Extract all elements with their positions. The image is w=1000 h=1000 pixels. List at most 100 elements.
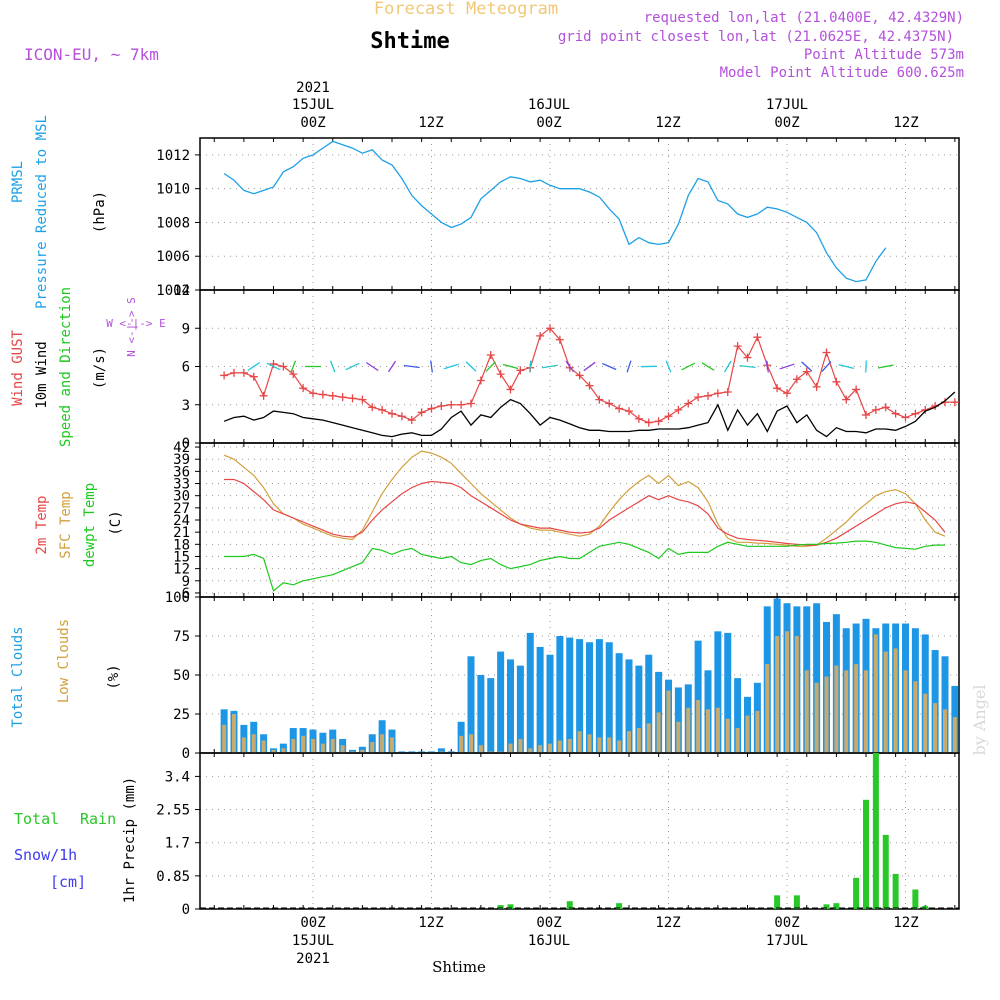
wind-direction-arrow: [387, 360, 397, 373]
gust-marker-41: [625, 407, 633, 416]
panel1-frame: [199, 137, 960, 291]
wind-direction-arrow: [583, 361, 596, 372]
precip-bar-67: [882, 834, 889, 909]
gust-marker-36: [575, 371, 584, 380]
wind-direction-arrow: [290, 360, 297, 373]
total-cloud-bar-21: [428, 751, 435, 753]
low-cloud-bar-13: [350, 751, 355, 753]
total-cloud-bar-42: [635, 665, 643, 753]
wind-direction-arrow: [765, 360, 770, 373]
total-cloud-bar-18: [398, 751, 406, 753]
total-cloud-bar-23: [447, 751, 455, 753]
bottom-tick-label-5: 00Z: [774, 915, 799, 931]
forecast-title: Forecast Meteogram: [374, 0, 558, 19]
gust-marker-50: [713, 389, 722, 398]
top-tick-label-4: 12Z: [655, 115, 680, 131]
low-cloud-bar-16: [380, 734, 385, 753]
watermark: by Angel: [970, 684, 989, 755]
low-cloud-bar-32: [538, 745, 543, 753]
gust-marker-18: [397, 412, 406, 421]
low-cloud-bar-67: [883, 651, 888, 753]
wind-direction-arrow: [430, 360, 433, 373]
wind-direction-arrow: [865, 360, 867, 373]
panel3-ytick-label-7: 27: [173, 501, 190, 517]
precip-bar-66: [872, 753, 879, 909]
panel3-ytick-label-11: 39: [173, 452, 190, 468]
total-cloud-bar-50: [714, 631, 722, 753]
panel3-ytick-label-5: 21: [173, 525, 190, 541]
low-cloud-bar-66: [873, 634, 878, 753]
low-cloud-bar-1: [232, 714, 236, 753]
dewpt-series-line: [224, 540, 945, 592]
panel5-ytick-label-1: 0.85: [156, 869, 190, 885]
temp-2m-label: 2m Temp: [34, 495, 50, 554]
panel1-ytick-label-2: 1008: [156, 215, 190, 231]
total-cloud-bar-60: [813, 603, 821, 753]
wind-gust-label: Wind GUST: [10, 330, 26, 406]
panel1-ytick-label-4: 1012: [156, 148, 190, 164]
panel2-ytick-label-2: 6: [182, 360, 190, 376]
precip-total-label: Total: [14, 810, 59, 828]
wind-direction-arrow: [739, 365, 756, 368]
panel5-ytick-label-0: 0: [182, 902, 190, 918]
gust-marker-26: [476, 376, 485, 385]
low-cloud-bar-52: [735, 728, 740, 753]
clouds-total-label: Total Clouds: [10, 626, 26, 727]
panel3-ytick-label-1: 9: [182, 574, 190, 590]
wind-series-line: [223, 391, 956, 438]
low-cloud-bar-56: [775, 636, 780, 753]
panel4-ytick-label-0: 0: [182, 746, 190, 762]
panel5-ytick-label-4: 3.4: [165, 769, 190, 785]
point-altitude: Point Altitude 573m: [804, 47, 964, 63]
low-cloud-bar-45: [666, 690, 671, 753]
low-cloud-bar-29: [508, 743, 513, 753]
panel3-ytick-label-8: 30: [173, 489, 190, 505]
panel5-frame: [199, 752, 960, 910]
sfc-temp-series-line: [223, 450, 946, 547]
gust-marker-57: [783, 389, 791, 398]
top-year-label: 2021: [296, 80, 330, 96]
bottom-date-label-3: 17JUL: [766, 933, 808, 949]
low-cloud-bar-9: [311, 738, 315, 753]
wind-direction-arrow: [329, 360, 336, 373]
low-cloud-bar-40: [617, 740, 622, 753]
wind-direction-arrow: [565, 360, 575, 373]
bottom-tick-label-4: 12Z: [655, 915, 680, 931]
low-cloud-bar-73: [943, 709, 947, 753]
low-cloud-bar-36: [577, 731, 582, 753]
low-cloud-bar-35: [567, 738, 572, 753]
panel3-ytick-label-12: 42: [173, 440, 190, 456]
low-cloud-bar-49: [706, 709, 710, 753]
low-cloud-bar-46: [676, 721, 681, 753]
panel4-ytick-label-1: 25: [173, 707, 190, 723]
low-cloud-bar-39: [607, 737, 612, 753]
total-cloud-bar-34: [556, 636, 564, 753]
gust-marker-66: [871, 405, 880, 414]
total-cloud-bar-29: [507, 659, 514, 753]
total-cloud-bar-22: [437, 748, 445, 753]
precip-bar-61: [823, 904, 830, 909]
gust-marker-21: [427, 404, 436, 413]
precip-bar-58: [793, 895, 800, 909]
low-cloud-bar-64: [854, 664, 859, 753]
panel5-ytick-label-3: 2.55: [156, 803, 190, 819]
gust-marker-54: [753, 333, 762, 342]
low-cloud-bar-71: [923, 693, 928, 753]
precip-bar-28: [497, 905, 504, 909]
gust-marker-14: [358, 395, 367, 404]
low-cloud-bar-72: [933, 703, 938, 753]
gust-marker-24: [457, 400, 466, 409]
gust-marker-20: [417, 408, 426, 417]
low-cloud-bar-51: [725, 718, 730, 753]
low-cloud-bar-62: [834, 665, 839, 753]
gust-marker-29: [506, 385, 515, 394]
total-cloud-bar-28: [497, 651, 505, 753]
gust-marker-62: [832, 377, 841, 386]
gust-marker-46: [674, 405, 683, 414]
clouds-low-label: Low Clouds: [56, 619, 72, 703]
total-cloud-bar-10: [319, 732, 327, 753]
pressure-series-line: [223, 140, 887, 283]
low-cloud-bar-8: [301, 735, 306, 753]
gust-marker-52: [733, 342, 742, 351]
